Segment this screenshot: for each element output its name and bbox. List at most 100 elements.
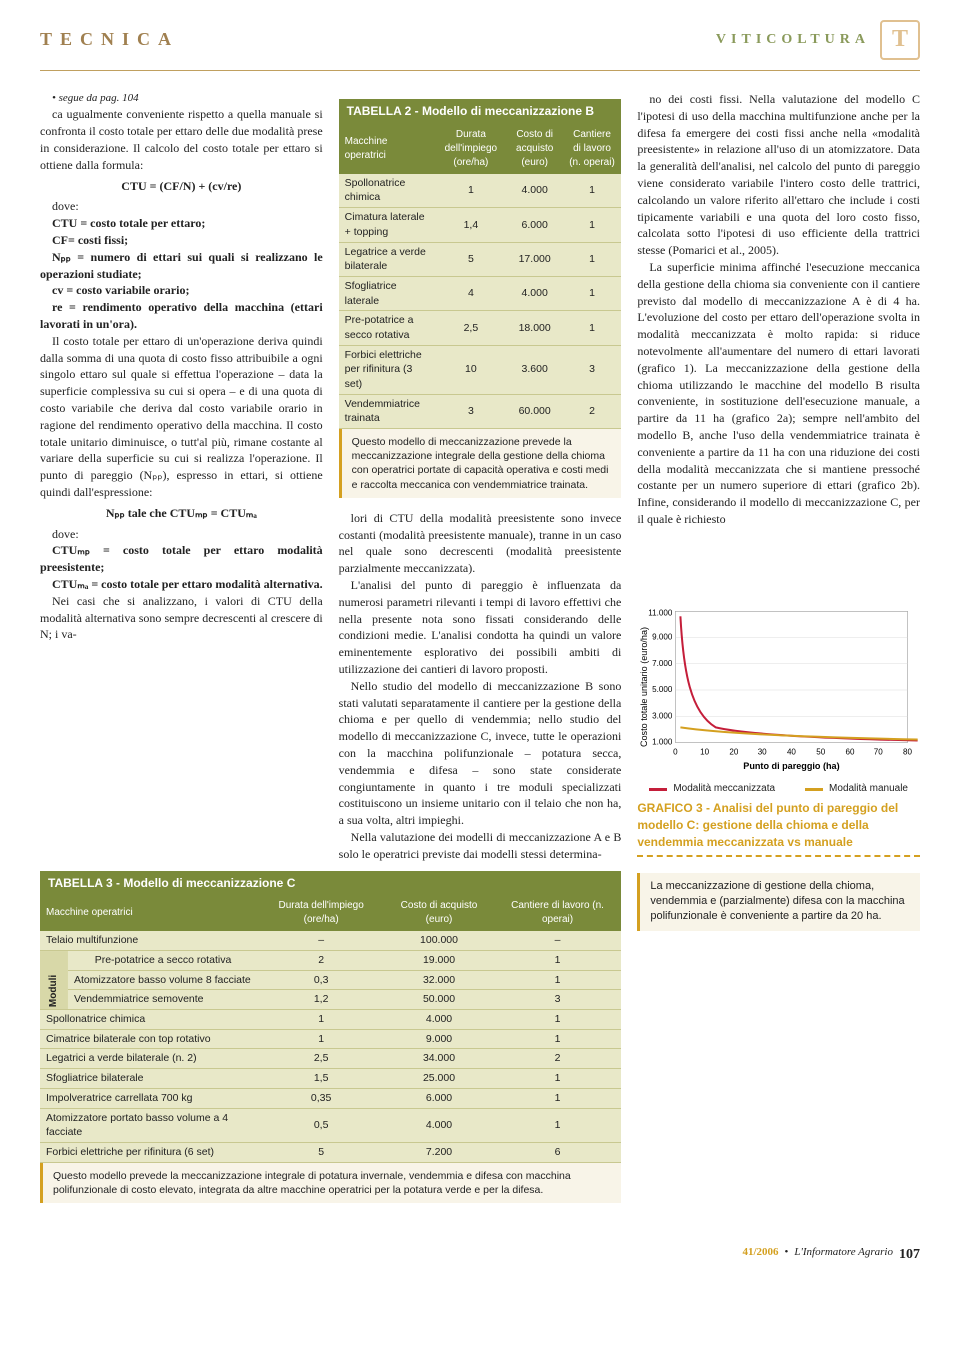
table-cell: 2 <box>258 951 384 971</box>
table-cell: 100.000 <box>384 931 494 950</box>
table-row: Atomizzatore portato basso volume a 4 fa… <box>40 1108 621 1142</box>
svg-text:50: 50 <box>817 748 826 757</box>
publication-name: L'Informatore Agrario <box>794 1245 893 1265</box>
table-row: Sfogliatrice laterale44.0001 <box>339 276 622 310</box>
table-cell: 1 <box>563 311 622 345</box>
table-cell: 7.200 <box>384 1142 494 1162</box>
table-cell: 2,5 <box>258 1049 384 1069</box>
table-row: Atomizzatore basso volume 8 facciate0,33… <box>40 970 621 990</box>
definition: CTUₘₐ = costo totale per ettaro modalità… <box>40 576 323 593</box>
definition: CTU = costo totale per ettaro; <box>40 215 323 232</box>
table-2-block: TABELLA 2 - Modello di meccanizzazione B… <box>339 91 622 510</box>
table-cell: 4.000 <box>507 276 563 310</box>
table-cell: 2 <box>494 1049 622 1069</box>
table-3-title: TABELLA 3 - Modello di meccanizzazione C <box>40 871 621 896</box>
table-cell: 0,3 <box>258 970 384 990</box>
table-cell: 1 <box>494 1029 622 1049</box>
section-title: TECNICA <box>40 27 179 52</box>
table-cell: Telaio multifunzione <box>40 931 258 950</box>
definition: cv = costo variabile orario; <box>40 282 323 299</box>
table-row: Forbici elettriche per rifinitura (6 set… <box>40 1142 621 1162</box>
table-cell: Spollonatrice chimica <box>40 1010 258 1030</box>
header-right-group: VITICOLTURA T <box>716 20 920 60</box>
body-text: Nella valutazione dei modelli di meccani… <box>339 829 622 863</box>
table-cell: 1 <box>494 970 622 990</box>
chart-ylabel: Costo totale unitario (euro/ha) <box>639 627 649 747</box>
definition: re = rendimento operativo della macchina… <box>40 299 323 333</box>
table-cell: Spollonatrice chimica <box>339 174 435 208</box>
column-1: • segue da pag. 104 ca ugualmente conven… <box>40 91 323 863</box>
table-cell: 1,5 <box>258 1069 384 1089</box>
table-cell: 1 <box>494 951 622 971</box>
svg-text:60: 60 <box>846 748 855 757</box>
table-cell: 1 <box>563 242 622 276</box>
legend-label: Modalità manuale <box>829 782 908 796</box>
formula: CTU = (CF/N) + (cv/re) <box>40 178 323 195</box>
table-cell: 3 <box>435 394 506 428</box>
table-cell: 1,2 <box>258 990 384 1010</box>
body-text: Nello studio del modello di meccanizzazi… <box>339 678 622 829</box>
table-header: Costo di acquisto (euro) <box>384 895 494 931</box>
body-text: L'analisi del punto di pareggio è influe… <box>339 577 622 678</box>
table-row: Vendemmiatrice trainata360.0002 <box>339 394 622 428</box>
svg-text:40: 40 <box>787 748 796 757</box>
table-cell: 18.000 <box>507 311 563 345</box>
table-2-note: Questo modello di meccanizzazione preved… <box>339 429 622 498</box>
body-text: dove: <box>40 526 323 543</box>
body-text: lori di CTU della modalità preesistente … <box>339 510 622 577</box>
table-cell: Sfogliatrice bilaterale <box>40 1069 258 1089</box>
table-cell: 25.000 <box>384 1069 494 1089</box>
table-3: Macchine operatrici Durata dell'impiego … <box>40 895 621 1162</box>
svg-text:0: 0 <box>673 748 678 757</box>
table-header: Durata dell'impiego (ore/ha) <box>258 895 384 931</box>
table-row: Legatrici a verde bilaterale (n. 2)2,534… <box>40 1049 621 1069</box>
table-header: Macchine operatrici <box>339 124 435 174</box>
table-cell: 6.000 <box>507 208 563 242</box>
table-cell: Cimatrice bilaterale con top rotativo <box>40 1029 258 1049</box>
chart-3-block: Costo totale unitario (euro/ha) 1.000 3.… <box>637 597 920 862</box>
table-cell: Legatrici a verde bilaterale (n. 2) <box>40 1049 258 1069</box>
table-cell: 2,5 <box>435 311 506 345</box>
page-header: TECNICA VITICOLTURA T <box>0 0 960 70</box>
svg-text:9.000: 9.000 <box>652 633 673 642</box>
table-cell: 19.000 <box>384 951 494 971</box>
table-2-title: TABELLA 2 - Modello di meccanizzazione B <box>339 99 622 124</box>
body-text: no dei costi fissi. Nella valutazione de… <box>637 91 920 259</box>
page-footer: 41/2006 • L'Informatore Agrario 107 <box>0 1235 960 1275</box>
table-cell: Atomizzatore basso volume 8 facciate <box>68 970 258 990</box>
table-header: Cantiere di lavoro (n. operai) <box>494 895 622 931</box>
table-cell: 4 <box>435 276 506 310</box>
svg-text:1.000: 1.000 <box>652 738 673 747</box>
table-cell: 10 <box>435 345 506 394</box>
svg-text:3.000: 3.000 <box>652 712 673 721</box>
definition: CTUₘₚ = costo totale per ettaro modalità… <box>40 542 323 576</box>
chart-3-title: GRAFICO 3 - Analisi del punto di pareggi… <box>637 796 920 856</box>
definition: CF= costi fissi; <box>40 232 323 249</box>
body-text: Il costo totale per ettaro di un'operazi… <box>40 333 323 501</box>
column-2: lori di CTU della modalità preesistente … <box>339 510 622 863</box>
table-row: Cimatrice bilaterale con top rotativo19.… <box>40 1029 621 1049</box>
table-cell: 50.000 <box>384 990 494 1010</box>
table-row: ModuliPre-potatrice a secco rotativa219.… <box>40 951 621 971</box>
table-cell: Sfogliatrice laterale <box>339 276 435 310</box>
table-header: Cantiere di lavoro (n. operai) <box>563 124 622 174</box>
table-cell: 0,5 <box>258 1108 384 1142</box>
body-text: ca ugualmente conveniente rispetto a que… <box>40 106 323 173</box>
table-row: Legatrice a verde bilaterale517.0001 <box>339 242 622 276</box>
table-cell: 1 <box>563 208 622 242</box>
table-row: Spollonatrice chimica14.0001 <box>40 1010 621 1030</box>
table-cell: – <box>494 931 622 950</box>
table-cell: 34.000 <box>384 1049 494 1069</box>
column-3: no dei costi fissi. Nella valutazione de… <box>637 91 920 589</box>
table-cell: Forbici elettriche per rifinitura (6 set… <box>40 1142 258 1162</box>
table-cell: Forbici elettriche per rifinitura (3 set… <box>339 345 435 394</box>
table-cell: Legatrice a verde bilaterale <box>339 242 435 276</box>
table-cell: 4.000 <box>384 1010 494 1030</box>
table-cell: 1,4 <box>435 208 506 242</box>
table-cell: 1 <box>494 1088 622 1108</box>
table-cell: 5 <box>435 242 506 276</box>
table-cell: 1 <box>563 276 622 310</box>
table-cell: Pre-potatrice a secco rotativa <box>68 951 258 971</box>
legend-label: Modalità meccanizzata <box>673 782 775 796</box>
table-row: Pre-potatrice a secco rotativa2,518.0001 <box>339 311 622 345</box>
